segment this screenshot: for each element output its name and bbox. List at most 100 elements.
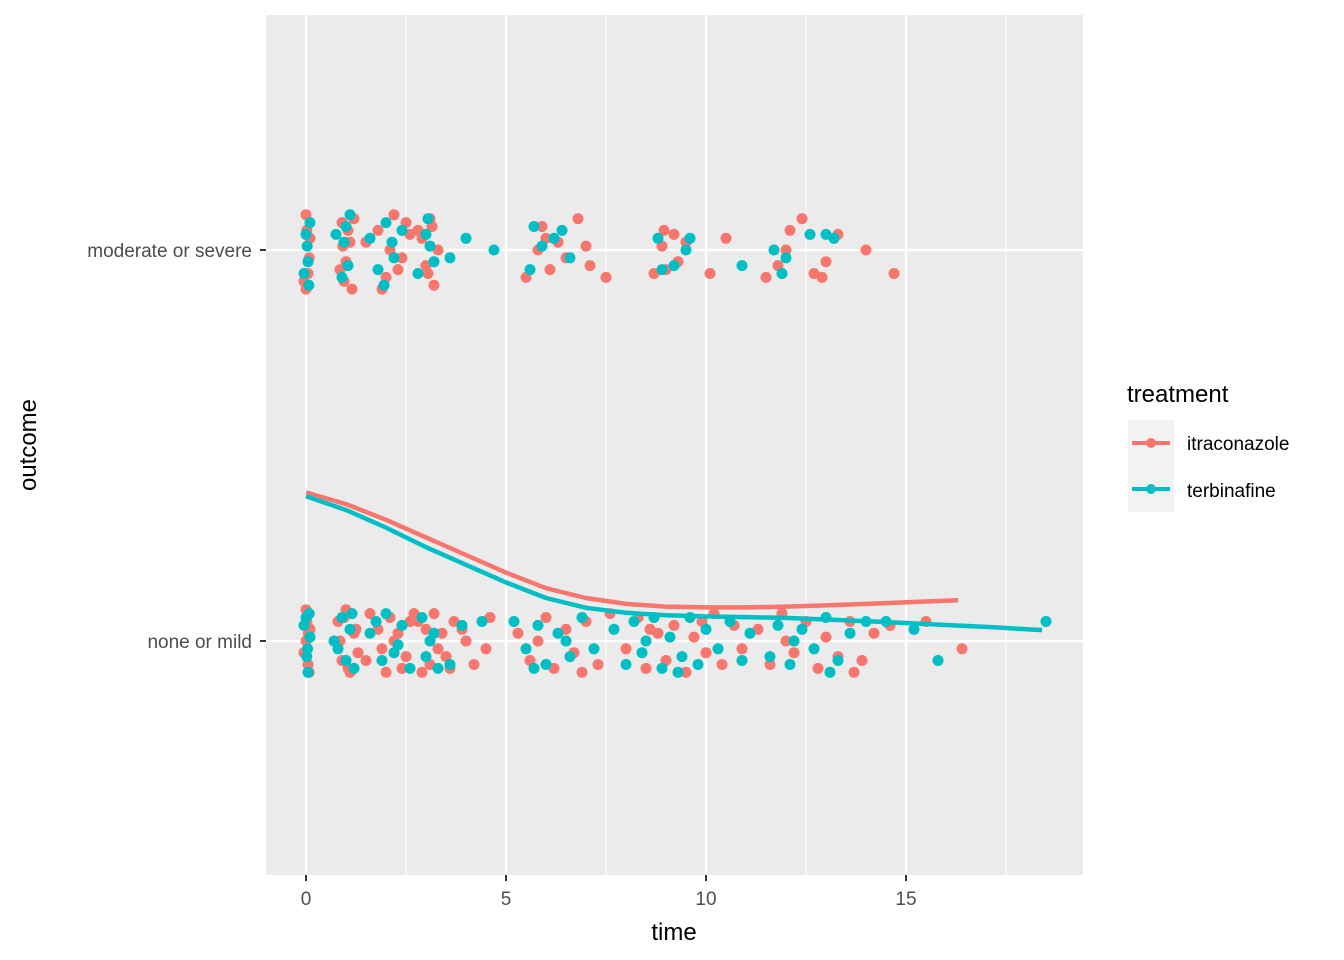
plot-panel bbox=[266, 15, 1083, 875]
point-terbinafine bbox=[424, 240, 436, 252]
point-terbinafine bbox=[764, 651, 776, 663]
point-itraconazole bbox=[380, 666, 392, 678]
point-terbinafine bbox=[424, 635, 436, 647]
point-terbinafine bbox=[608, 623, 620, 635]
point-itraconazole bbox=[584, 260, 596, 272]
point-terbinafine bbox=[298, 619, 310, 631]
point-terbinafine bbox=[548, 232, 560, 244]
point-terbinafine bbox=[432, 662, 444, 674]
point-itraconazole bbox=[372, 224, 384, 236]
point-terbinafine bbox=[684, 232, 696, 244]
point-itraconazole bbox=[468, 659, 480, 670]
point-terbinafine bbox=[420, 651, 432, 663]
point-itraconazole bbox=[416, 666, 428, 678]
point-terbinafine bbox=[552, 627, 564, 639]
point-terbinafine bbox=[372, 264, 384, 276]
point-itraconazole bbox=[760, 271, 772, 283]
point-itraconazole bbox=[364, 608, 376, 620]
point-itraconazole bbox=[848, 666, 860, 678]
point-terbinafine bbox=[302, 643, 314, 655]
point-terbinafine bbox=[664, 631, 676, 643]
point-terbinafine bbox=[330, 228, 342, 240]
point-terbinafine bbox=[772, 619, 784, 631]
point-terbinafine bbox=[656, 662, 668, 674]
point-terbinafine bbox=[388, 252, 400, 264]
point-terbinafine bbox=[844, 627, 856, 639]
point-terbinafine bbox=[776, 268, 788, 279]
point-itraconazole bbox=[820, 631, 832, 643]
point-terbinafine bbox=[672, 666, 684, 678]
point-itraconazole bbox=[600, 271, 612, 283]
point-itraconazole bbox=[376, 643, 388, 655]
smooth-line-terbinafine bbox=[305, 494, 1043, 633]
point-itraconazole bbox=[432, 643, 444, 655]
point-itraconazole bbox=[346, 283, 358, 295]
point-terbinafine bbox=[536, 240, 548, 252]
point-itraconazole bbox=[956, 643, 968, 655]
point-terbinafine bbox=[338, 236, 350, 248]
point-terbinafine bbox=[532, 619, 544, 631]
point-itraconazole bbox=[436, 627, 448, 639]
point-itraconazole bbox=[784, 224, 796, 236]
point-terbinafine bbox=[376, 655, 388, 666]
point-itraconazole bbox=[400, 651, 412, 663]
point-terbinafine bbox=[303, 608, 315, 620]
legend-point-itraconazole bbox=[1146, 438, 1156, 448]
point-itraconazole bbox=[392, 264, 404, 276]
point-terbinafine bbox=[444, 252, 456, 264]
x-tick-label: 10 bbox=[695, 889, 716, 910]
point-itraconazole bbox=[860, 244, 872, 256]
point-terbinafine bbox=[301, 240, 313, 252]
point-terbinafine bbox=[736, 655, 748, 666]
point-terbinafine bbox=[428, 256, 440, 268]
data-points bbox=[298, 209, 1052, 678]
point-terbinafine bbox=[700, 623, 712, 635]
point-terbinafine bbox=[420, 228, 432, 240]
point-terbinafine bbox=[540, 659, 552, 670]
point-itraconazole bbox=[640, 662, 652, 674]
point-terbinafine bbox=[832, 655, 844, 666]
point-terbinafine bbox=[336, 612, 348, 623]
point-itraconazole bbox=[720, 232, 732, 244]
grid-lines bbox=[266, 15, 1083, 875]
point-itraconazole bbox=[780, 635, 792, 647]
point-terbinafine bbox=[444, 659, 456, 670]
point-terbinafine bbox=[668, 260, 680, 272]
point-itraconazole bbox=[688, 631, 700, 643]
point-terbinafine bbox=[460, 232, 472, 244]
point-itraconazole bbox=[816, 271, 828, 283]
point-itraconazole bbox=[540, 612, 552, 623]
point-terbinafine bbox=[422, 213, 434, 225]
point-terbinafine bbox=[528, 662, 540, 674]
point-itraconazole bbox=[592, 659, 604, 670]
point-terbinafine bbox=[344, 209, 356, 221]
point-terbinafine bbox=[303, 279, 315, 291]
point-terbinafine bbox=[692, 659, 704, 670]
point-itraconazole bbox=[668, 228, 680, 240]
point-terbinafine bbox=[784, 659, 796, 670]
point-itraconazole bbox=[536, 221, 548, 232]
point-terbinafine bbox=[302, 666, 314, 678]
point-terbinafine bbox=[564, 252, 576, 264]
point-terbinafine bbox=[680, 244, 692, 256]
point-terbinafine bbox=[396, 224, 408, 236]
point-terbinafine bbox=[808, 643, 820, 655]
point-itraconazole bbox=[512, 627, 524, 639]
point-terbinafine bbox=[824, 666, 836, 678]
point-terbinafine bbox=[932, 655, 944, 666]
smooth-line-itraconazole bbox=[305, 490, 959, 610]
point-terbinafine bbox=[416, 612, 428, 623]
point-itraconazole bbox=[856, 655, 868, 666]
point-terbinafine bbox=[456, 619, 468, 631]
point-terbinafine bbox=[386, 236, 398, 248]
legend: treatment itraconazole terbinafine bbox=[1127, 381, 1289, 512]
point-itraconazole bbox=[580, 240, 592, 252]
point-itraconazole bbox=[820, 256, 832, 268]
point-terbinafine bbox=[332, 643, 344, 655]
point-terbinafine bbox=[804, 228, 816, 240]
point-itraconazole bbox=[572, 213, 584, 225]
point-terbinafine bbox=[744, 627, 756, 639]
y-tick-label: moderate or severe bbox=[87, 241, 252, 262]
point-terbinafine bbox=[476, 616, 488, 627]
